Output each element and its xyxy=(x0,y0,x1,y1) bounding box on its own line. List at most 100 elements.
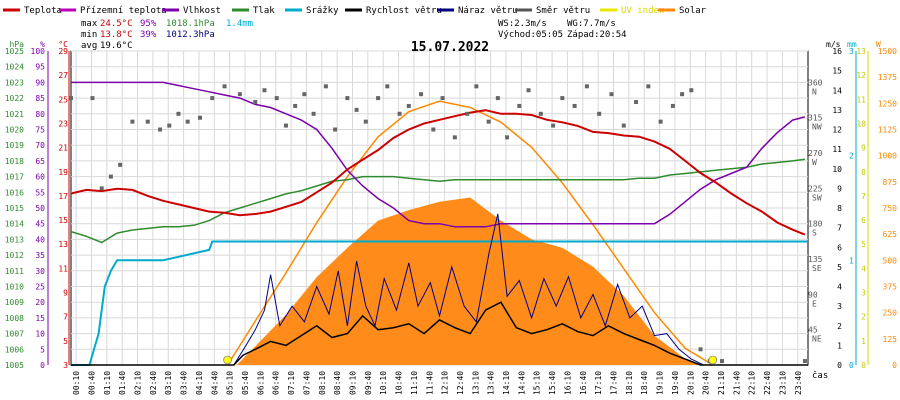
x-tick-label: 19:10 xyxy=(656,371,665,395)
x-tick-label: 14:10 xyxy=(502,371,511,395)
uv-marker xyxy=(708,355,718,365)
wind-dir-marker xyxy=(440,96,445,101)
wind-dir-marker xyxy=(526,88,531,93)
solar-tick: 625 xyxy=(883,230,898,239)
stat-max-temp: 24.5°C xyxy=(100,19,133,29)
solar-tick: 1375 xyxy=(878,73,897,82)
wind-dir-marker xyxy=(517,103,522,108)
y-tick-label: 30 xyxy=(35,267,45,276)
wind-dir-marker xyxy=(293,103,298,108)
x-tick-label: 20:10 xyxy=(686,371,695,395)
y-tick-label: 1008 xyxy=(5,314,24,323)
wind-dir-marker xyxy=(363,119,368,124)
wind-speed-info: WS:2.3m/s xyxy=(498,19,547,29)
x-tick-label: 01:10 xyxy=(103,371,112,395)
wind-dir-compass: SE xyxy=(812,264,822,273)
y-tick-label: 1011 xyxy=(5,267,24,276)
x-tick-label: 16:10 xyxy=(563,371,572,395)
solar-tick: 1125 xyxy=(878,126,897,135)
y-tick-label: 15 xyxy=(58,216,68,225)
stat-max-hum: 95% xyxy=(140,19,157,29)
uv-marker xyxy=(223,355,233,365)
wind-dir-marker xyxy=(634,100,639,105)
wind-dir-marker xyxy=(621,123,626,128)
wind-dir-marker xyxy=(609,92,614,97)
wind-dir-marker xyxy=(283,123,288,128)
x-tick-label: 05:10 xyxy=(226,371,235,395)
wind-dir-marker xyxy=(406,103,411,108)
wind-dir-marker xyxy=(333,127,338,132)
y-tick-label: 29 xyxy=(58,47,68,56)
wind-dir-degree: 360 xyxy=(808,78,823,87)
y-tick-label: 1020 xyxy=(5,126,24,135)
wind-dir-marker xyxy=(560,96,565,101)
wind-speed-tick: 13 xyxy=(832,106,842,115)
y-tick-label: 1021 xyxy=(5,110,24,119)
x-tick-label: 15:40 xyxy=(548,371,557,395)
wind-dir-marker xyxy=(99,186,104,191)
x-tick-label: 00:10 xyxy=(72,371,81,395)
sunset-info: Západ:20:54 xyxy=(567,30,627,40)
stat-max-label: max xyxy=(81,19,98,29)
solar-tick: 750 xyxy=(883,204,898,213)
y-tick-label: 1018 xyxy=(5,157,24,166)
wind-dir-marker xyxy=(118,162,123,167)
wind-dir-degree: 315 xyxy=(808,114,823,123)
wind-dir-marker xyxy=(474,84,479,89)
y-tick-label: 1025 xyxy=(5,47,24,56)
wind-gust-line xyxy=(71,213,808,366)
wind-dir-marker xyxy=(689,88,694,93)
wind-dir-degree: 180 xyxy=(808,220,823,229)
y-tick-label: 17 xyxy=(58,192,68,201)
legend-label: Rychlost větru xyxy=(366,6,442,16)
wind-dir-marker xyxy=(253,100,258,105)
x-tick-label: 05:40 xyxy=(241,371,250,395)
wind-dir-marker xyxy=(465,111,470,116)
uv-tick: 8 xyxy=(861,168,866,177)
wind-dir-marker xyxy=(158,127,163,132)
wind-gust-info: WG:7.7m/s xyxy=(567,19,616,29)
wind-dir-compass: NW xyxy=(812,123,822,132)
wind-dir-marker xyxy=(197,115,202,120)
uv-tick: 5 xyxy=(861,240,866,249)
legend: Teplota Přízemní teplota Vlhkost Tlak Srážky… xyxy=(3,6,707,16)
stat-min-temp: 13.8°C xyxy=(100,30,133,40)
wind-dir-marker xyxy=(419,92,424,97)
legend-label: Tlak xyxy=(253,6,275,16)
wind-dir-degree: 135 xyxy=(808,255,823,264)
rain-tick: 0 xyxy=(849,361,854,370)
y-tick-label: 25 xyxy=(58,95,68,104)
x-tick-label: 23:10 xyxy=(778,371,787,395)
uv-tick: 12 xyxy=(856,71,866,80)
x-tick-label: 17:40 xyxy=(610,371,619,395)
stat-min-hum: 39% xyxy=(140,30,157,40)
wind-dir-marker xyxy=(597,111,602,116)
wind-speed-line xyxy=(71,301,808,366)
axis-unit-label: m/s xyxy=(826,40,841,49)
wind-dir-degree: 90 xyxy=(808,290,818,299)
wind-dir-marker xyxy=(185,119,190,124)
y-tick-label: 40 xyxy=(35,235,45,244)
y-tick-label: 11 xyxy=(58,264,68,273)
y-tick-label: 21 xyxy=(58,144,68,153)
y-tick-label: 95 xyxy=(35,63,45,72)
wind-dir-marker xyxy=(376,96,381,101)
y-tick-label: 1012 xyxy=(5,251,24,260)
wind-dir-compass: N xyxy=(812,87,817,96)
stat-min-label: min xyxy=(81,30,97,40)
y-tick-label: 1010 xyxy=(5,283,24,292)
y-tick-label: 5 xyxy=(40,345,45,354)
wind-info-block: WS:2.3m/s WG:7.7m/s Východ:05:05 Západ:2… xyxy=(498,19,627,40)
stat-max-rain: 1.4mm xyxy=(226,19,253,29)
y-tick-label: 60 xyxy=(35,173,45,182)
y-tick-label: 80 xyxy=(35,110,45,119)
x-tick-label: 12:40 xyxy=(456,371,465,395)
axis-unit-label: W xyxy=(876,40,881,49)
uv-tick: 1 xyxy=(861,337,866,346)
x-tick-label: 06:10 xyxy=(256,371,265,395)
solar-tick: 875 xyxy=(883,178,898,187)
wind-dir-degree: 45 xyxy=(808,326,818,335)
y-tick-label: 1015 xyxy=(5,204,24,213)
solar-tick: 125 xyxy=(883,335,898,344)
